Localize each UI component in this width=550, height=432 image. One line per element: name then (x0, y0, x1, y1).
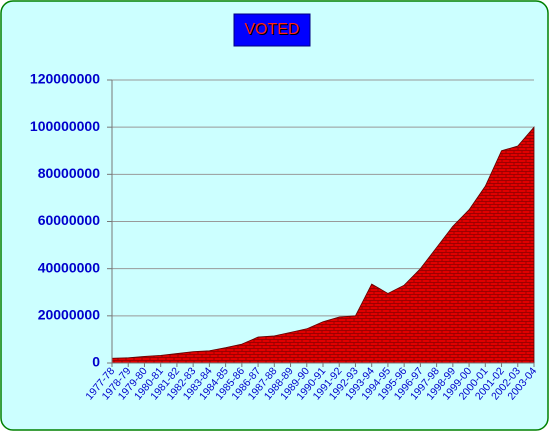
y-tick-label: 40000000 (38, 259, 101, 275)
y-tick-label: 100000000 (30, 118, 100, 134)
y-tick-label: 120000000 (30, 71, 100, 87)
title-shadow: VOTED (245, 22, 300, 39)
title-box (233, 13, 311, 47)
y-tick-label: 80000000 (38, 165, 101, 181)
chart-title: VOTED (244, 21, 299, 38)
y-tick-label: 20000000 (38, 307, 101, 323)
y-tick-label: 0 (92, 354, 100, 370)
y-tick-label: 60000000 (38, 212, 101, 228)
area (111, 126, 535, 364)
